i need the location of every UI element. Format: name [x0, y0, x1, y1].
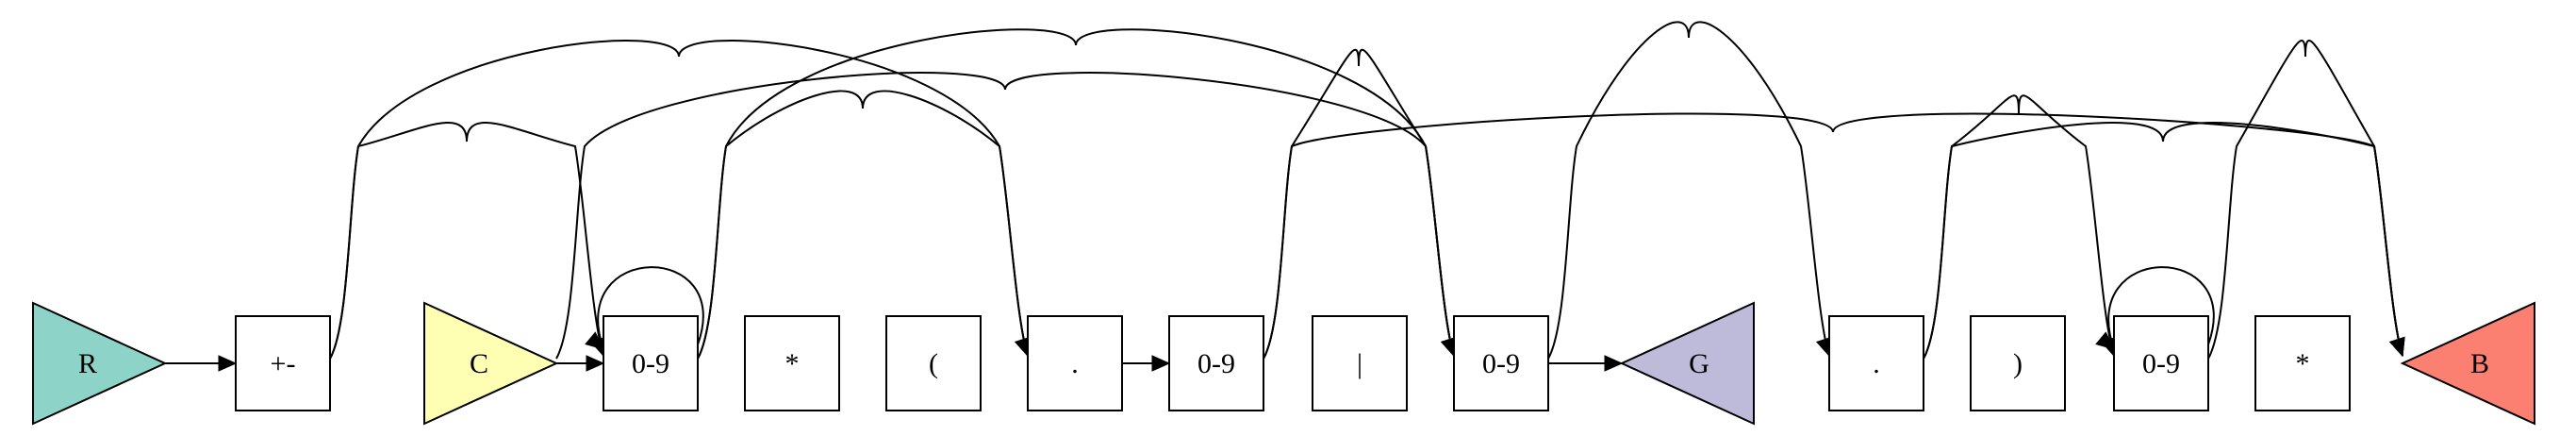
node-box	[744, 315, 840, 411]
edge-digits-1-to-digits-1	[597, 266, 704, 350]
node-box	[1168, 315, 1264, 411]
node-triangle	[1619, 301, 1755, 426]
node-lparen: (	[885, 315, 982, 411]
node-triangle	[423, 301, 559, 426]
node-c: C	[423, 301, 559, 426]
node-label: 0-9	[2142, 348, 2180, 379]
node-label: .	[1873, 348, 1880, 379]
node-label: *	[785, 348, 800, 379]
edge-digits-4-to-b	[2207, 39, 2403, 360]
node-triangle	[32, 301, 168, 426]
node-label: 0-9	[1482, 348, 1520, 379]
node-digits-3: 0-9	[1453, 315, 1549, 411]
node-label: G	[1689, 348, 1709, 379]
edge-dot-1-to-digits-2-head	[1151, 355, 1171, 372]
edge-c-to-digits-1-head	[586, 355, 605, 372]
node-box	[235, 315, 331, 411]
node-g: G	[1619, 301, 1755, 426]
node-label: B	[2470, 348, 2489, 379]
node-digits-2: 0-9	[1168, 315, 1264, 411]
node-digits-4: 0-9	[2113, 315, 2209, 411]
edge-digits-3-to-g-head	[1604, 355, 1624, 372]
node-box	[603, 315, 699, 411]
nodes-layer: R +- C 0-9 * (. 0-9 | 0-9 G.) 0-9 * B	[32, 301, 2535, 426]
node-box	[2113, 315, 2209, 411]
edge-digits-4-to-digits-4	[2107, 266, 2215, 350]
node-label: (	[929, 348, 938, 379]
node-pipe: |	[1312, 315, 1408, 411]
node-label: .	[1071, 348, 1079, 379]
node-box	[1027, 315, 1123, 411]
node-box	[2254, 315, 2351, 411]
node-box	[1312, 315, 1408, 411]
edge-r-to-plusminus-head	[218, 355, 238, 372]
node-label: 0-9	[632, 348, 669, 379]
node-dot-1: .	[1027, 315, 1123, 411]
node-plusminus: +-	[235, 315, 331, 411]
node-label: *	[2296, 348, 2310, 379]
node-label: R	[78, 348, 97, 379]
node-label: 0-9	[1197, 348, 1235, 379]
node-box	[1453, 315, 1549, 411]
node-label: |	[1357, 348, 1362, 379]
node-star-2: *	[2254, 315, 2351, 411]
node-label: C	[470, 348, 488, 379]
edges-layer	[165, 21, 2405, 372]
node-box	[1970, 315, 2066, 411]
node-dot-2: .	[1828, 315, 1924, 411]
edge-digits-3-to-dot-2	[1547, 21, 1830, 360]
edge-digits-1-to-digits-1-head	[585, 331, 604, 350]
node-label: )	[2013, 348, 2023, 379]
edge-digits-4-to-b-head	[2388, 336, 2405, 358]
edge-digits-4-to-digits-4-head	[2095, 331, 2115, 350]
node-digits-1: 0-9	[603, 315, 699, 411]
node-triangle	[2400, 301, 2535, 426]
node-rparen: )	[1970, 315, 2066, 411]
node-star-1: *	[744, 315, 840, 411]
node-box	[885, 315, 982, 411]
node-b: B	[2400, 301, 2535, 426]
node-label: +-	[271, 348, 296, 379]
node-r: R	[32, 301, 168, 426]
node-box	[1828, 315, 1924, 411]
edge-digits-2-to-digits-3	[1263, 48, 1455, 360]
